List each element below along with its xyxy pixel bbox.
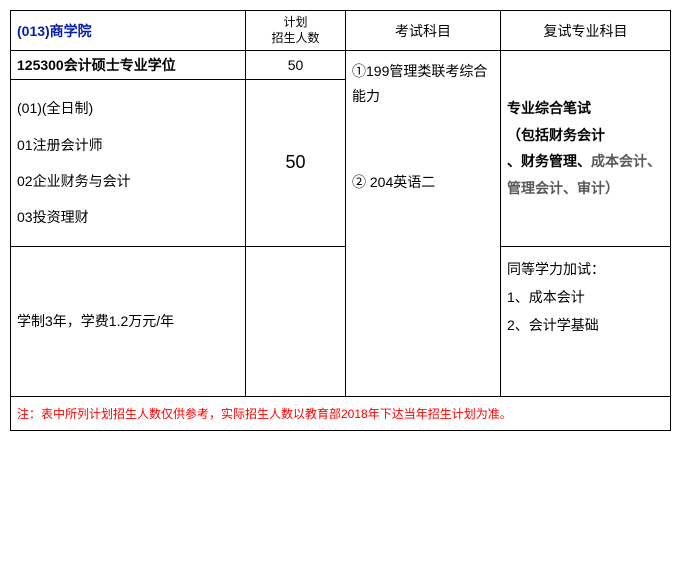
program-item-2: 02企业财务与会计	[17, 163, 239, 199]
plan-header-line2: 招生人数	[271, 31, 319, 45]
program-item-1: 01注册会计师	[17, 127, 239, 163]
exam-subject-2: ② 204英语二	[352, 170, 494, 195]
fee-plan-empty	[246, 246, 346, 396]
degree-plan-count: 50	[246, 51, 346, 80]
retest-line1: 专业综合笔试	[507, 100, 591, 116]
program-mode: (01)(全日制)	[17, 90, 239, 126]
note-row: 注：表中所列计划招生人数仅供参考，实际招生人数以教育部2018年下达当年招生计划…	[11, 396, 671, 430]
extra-exam-title: 同等学力加试：	[507, 255, 664, 283]
exam-subject-1: ①199管理类联考综合能力	[352, 59, 494, 109]
school-name: (013)商学院	[11, 11, 246, 51]
plan-header-line1: 计划	[283, 15, 307, 29]
programs-cell: (01)(全日制) 01注册会计师 02企业财务与会计 03投资理财	[11, 80, 246, 247]
retest-line2: （包括财务会计	[507, 127, 605, 143]
plan-count-header: 计划 招生人数	[246, 11, 346, 51]
program-item-3: 03投资理财	[17, 199, 239, 235]
header-row: (013)商学院 计划 招生人数 考试科目 复试专业科目	[11, 11, 671, 51]
extra-exam-item-1: 1、成本会计	[507, 283, 664, 311]
extra-exam-cell: 同等学力加试： 1、成本会计 2、会计学基础	[501, 246, 671, 396]
fee-cell: 学制3年，学费1.2万元/年	[11, 246, 246, 396]
note-text: 注：表中所列计划招生人数仅供参考，实际招生人数以教育部2018年下达当年招生计划…	[11, 396, 671, 430]
extra-exam-item-2: 2、会计学基础	[507, 311, 664, 339]
degree-name: 125300会计硕士专业学位	[11, 51, 246, 80]
retest-subjects-header: 复试专业科目	[501, 11, 671, 51]
retest-subjects-cell: 专业综合笔试 （包括财务会计 、财务管理、成本会计、管理会计、审计）	[501, 51, 671, 247]
fee-row: 学制3年，学费1.2万元/年 同等学力加试： 1、成本会计 2、会计学基础	[11, 246, 671, 396]
exam-subjects-header: 考试科目	[346, 11, 501, 51]
retest-line3a: 、财务管理、	[507, 153, 591, 169]
exam-spacer	[352, 110, 494, 170]
programs-plan-count: 50	[246, 80, 346, 247]
exam-subjects-cell: ①199管理类联考综合能力 ② 204英语二	[346, 51, 501, 397]
degree-row: 125300会计硕士专业学位 50 ①199管理类联考综合能力 ② 204英语二…	[11, 51, 671, 80]
admissions-table-container: (013)商学院 计划 招生人数 考试科目 复试专业科目 125300会计硕士专…	[10, 10, 670, 431]
admissions-table: (013)商学院 计划 招生人数 考试科目 复试专业科目 125300会计硕士专…	[10, 10, 671, 431]
